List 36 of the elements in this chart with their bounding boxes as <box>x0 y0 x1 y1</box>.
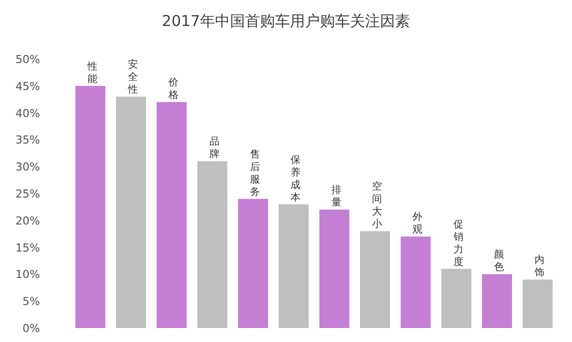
chart-title: 2017年中国首购车用户购车关注因素 <box>162 12 410 30</box>
x-tick-label: 排量 <box>331 184 342 209</box>
y-tick-label: 35% <box>16 134 40 147</box>
bar <box>360 231 390 328</box>
bar <box>197 161 228 328</box>
bar <box>482 274 512 328</box>
bar <box>156 102 187 328</box>
bar <box>522 280 553 328</box>
x-tick-label: 内饰 <box>534 254 545 279</box>
y-tick-label: 30% <box>16 160 40 174</box>
bar <box>400 236 431 328</box>
x-tick-label: 空间大小 <box>372 180 382 230</box>
bar <box>116 96 146 328</box>
y-tick-label: 45% <box>16 80 40 93</box>
bar <box>278 204 309 328</box>
x-tick-label: 售后服务 <box>250 148 260 198</box>
y-tick-label: 15% <box>16 241 40 254</box>
x-tick-label: 外观 <box>412 212 423 236</box>
y-tick-label: 0% <box>22 322 40 335</box>
x-tick-label: 促销力度 <box>452 219 464 268</box>
y-tick-label: 10% <box>16 268 40 282</box>
y-tick-label: 40% <box>16 106 40 120</box>
x-tick-label: 品牌 <box>209 136 220 160</box>
x-tick-label: 性能 <box>86 60 98 85</box>
bar <box>75 86 106 328</box>
y-tick-label: 25% <box>16 188 40 200</box>
bar <box>319 210 350 328</box>
x-tick-label: 安全性 <box>127 58 138 96</box>
x-tick-label: 颜色 <box>494 248 504 274</box>
y-tick-label: 50% <box>16 53 40 66</box>
x-tick-label: 价格 <box>168 76 179 102</box>
bar <box>441 268 472 328</box>
y-tick-label: 5% <box>22 295 40 308</box>
bar <box>238 198 268 328</box>
x-tick-label: 保养成本 <box>290 154 301 204</box>
y-tick-label: 20% <box>16 214 40 228</box>
